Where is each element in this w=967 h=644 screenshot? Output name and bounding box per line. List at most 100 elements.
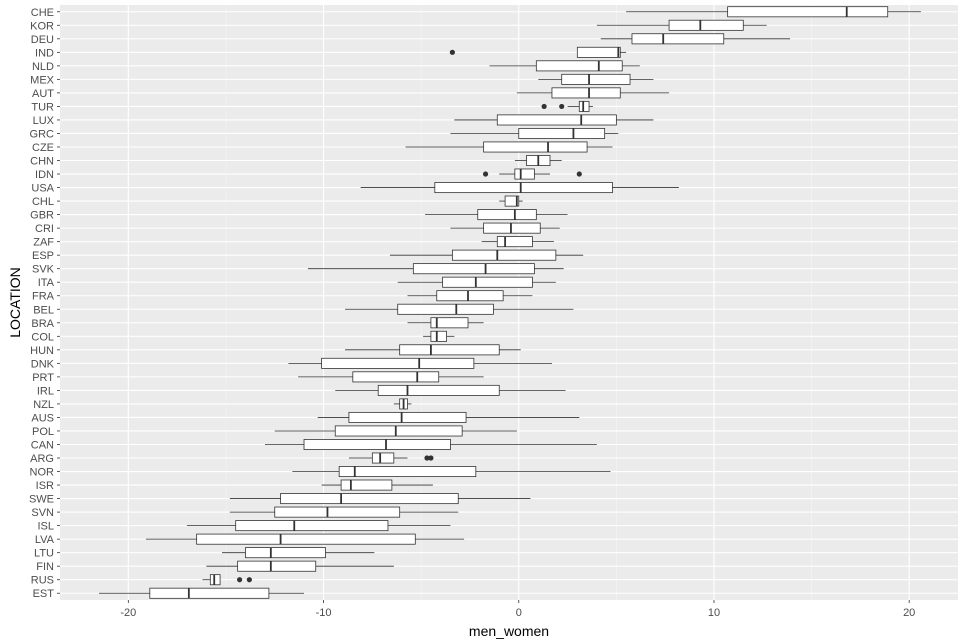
y-tick-label: LTU <box>34 548 54 560</box>
y-tick-label: AUS <box>31 412 54 424</box>
box-zaf <box>481 236 554 248</box>
iqr-box <box>397 303 494 315</box>
box-esp <box>389 249 584 261</box>
iqr-box <box>477 209 537 221</box>
y-tick-label: ISL <box>37 521 54 533</box>
y-tick-label: CHN <box>30 156 54 168</box>
iqr-box <box>514 168 535 180</box>
y-tick-label: SWE <box>29 494 54 506</box>
y-tick-label: COL <box>31 331 54 343</box>
outlier-point <box>246 577 252 583</box>
box-svn <box>229 506 459 518</box>
iqr-box <box>196 533 416 545</box>
y-tick-label: ESP <box>32 250 54 262</box>
y-tick-label: IND <box>35 47 54 59</box>
box-ind <box>449 46 627 58</box>
iqr-box <box>535 60 623 72</box>
box-tur <box>541 100 593 112</box>
y-tick-label: SVN <box>31 507 54 519</box>
box-col <box>423 330 455 342</box>
y-tick-label: ARG <box>30 453 54 465</box>
y-tick-label: CHL <box>32 196 54 208</box>
box-isl <box>186 520 451 532</box>
iqr-box <box>352 371 440 383</box>
box-aut <box>516 87 670 99</box>
iqr-box <box>483 222 541 234</box>
box-nld <box>489 60 640 72</box>
x-tick-label: -20 <box>120 607 136 619</box>
box-deu <box>600 33 791 45</box>
box-ltu <box>222 547 375 559</box>
iqr-box <box>149 587 270 599</box>
y-tick-label: HUN <box>30 345 54 357</box>
iqr-box <box>399 344 500 356</box>
outlier-point <box>449 49 455 55</box>
y-tick-label: LVA <box>35 534 55 546</box>
box-nor <box>292 466 611 478</box>
y-tick-label: KOR <box>30 20 54 32</box>
x-axis-title: men_women <box>469 623 549 639</box>
box-nzl <box>393 398 412 410</box>
outlier-point <box>576 171 582 177</box>
outlier-point <box>428 455 434 461</box>
iqr-box <box>451 249 557 261</box>
box-fin <box>206 560 394 572</box>
y-tick-label: DEU <box>31 34 54 46</box>
box-arg <box>348 452 434 464</box>
y-tick-label: PRT <box>32 372 54 384</box>
x-tick-label: 10 <box>708 607 720 619</box>
y-tick-label: ISR <box>36 480 54 492</box>
x-tick-label: 20 <box>903 607 915 619</box>
box-idn <box>482 168 582 180</box>
box-fra <box>407 290 533 302</box>
y-tick-label: CHE <box>31 7 54 19</box>
iqr-box <box>412 263 535 275</box>
y-tick-label: EST <box>33 588 55 600</box>
box-aus <box>317 411 580 423</box>
box-lux <box>454 114 654 126</box>
y-tick-label: GRC <box>30 128 55 140</box>
y-axis-title: LOCATION <box>7 267 23 338</box>
iqr-box <box>235 520 389 532</box>
iqr-box <box>578 100 590 112</box>
box-svk <box>307 263 564 275</box>
iqr-box <box>303 439 451 450</box>
y-tick-label: FRA <box>32 291 55 303</box>
y-tick-label: LUX <box>33 115 55 127</box>
box-chn <box>514 155 562 166</box>
x-axis-tick-labels: -20 -10 0 10 20 <box>120 600 915 619</box>
y-tick-label: USA <box>31 183 54 195</box>
x-tick-label: 0 <box>516 607 522 619</box>
x-tick-label: -10 <box>316 607 332 619</box>
iqr-box <box>245 547 326 559</box>
iqr-box <box>340 479 393 491</box>
y-tick-label: BEL <box>33 304 54 316</box>
y-tick-label: ITA <box>38 277 55 289</box>
box-dnk <box>288 357 552 369</box>
y-tick-label: IRL <box>37 385 54 397</box>
y-tick-label: NZL <box>33 399 54 411</box>
box-can <box>264 439 597 450</box>
iqr-box <box>274 506 401 518</box>
box-lva <box>145 533 465 545</box>
iqr-box <box>377 384 500 396</box>
outlier-point <box>482 171 489 177</box>
y-tick-label: FIN <box>36 561 54 573</box>
y-tick-label: IDN <box>35 169 54 181</box>
box-cze <box>405 141 613 153</box>
y-tick-label: POL <box>32 426 54 438</box>
box-rus <box>202 574 252 586</box>
iqr-box <box>631 33 725 45</box>
y-tick-label: CZE <box>32 142 54 154</box>
iqr-box <box>561 73 631 85</box>
box-gbr <box>425 209 568 221</box>
box-kor <box>596 19 767 31</box>
y-tick-label: RUS <box>31 575 54 587</box>
outlier-point <box>541 103 547 110</box>
iqr-box <box>496 114 617 126</box>
iqr-box <box>434 182 613 194</box>
box-pol <box>274 425 517 437</box>
y-tick-label: ZAF <box>33 237 54 249</box>
iqr-box <box>209 574 221 586</box>
